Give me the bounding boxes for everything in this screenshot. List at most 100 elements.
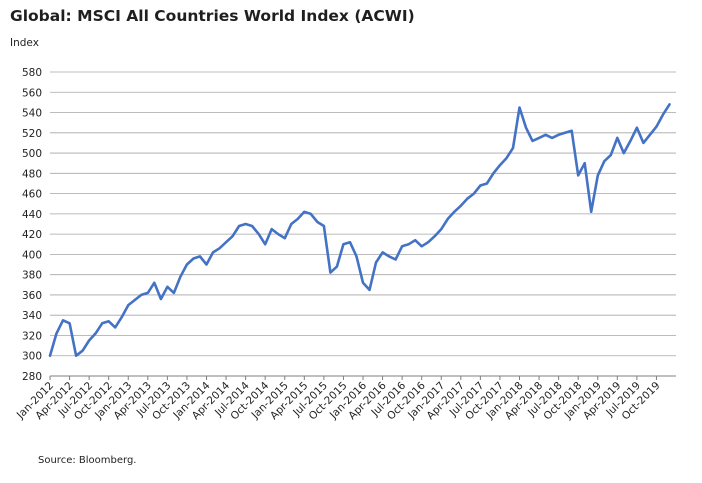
data-point (596, 174, 599, 177)
y-axis-label: Index (10, 37, 39, 49)
data-point (231, 235, 234, 238)
data-point (186, 263, 188, 266)
data-point (557, 133, 560, 136)
y-tick-label: 580 (22, 67, 42, 79)
data-point (583, 162, 586, 165)
y-tick-label: 400 (22, 249, 42, 261)
data-point (525, 126, 527, 129)
data-point (49, 354, 51, 357)
data-point (192, 257, 195, 260)
data-point (218, 247, 221, 250)
data-point (609, 154, 612, 156)
y-tick: 540 (22, 108, 42, 120)
y-tick-label: 460 (22, 189, 42, 201)
data-point (499, 164, 501, 167)
data-point (668, 103, 671, 106)
data-point (453, 210, 456, 213)
data-point (531, 140, 534, 142)
data-point (88, 339, 91, 342)
data-point (388, 255, 390, 258)
data-point (577, 174, 580, 177)
data-point (140, 294, 143, 296)
data-point (375, 261, 377, 264)
y-tick-label: 320 (22, 330, 42, 342)
y-tick-label: 420 (22, 229, 42, 241)
y-tick-label: 440 (22, 209, 42, 221)
data-point (505, 157, 508, 160)
y-tick: 360 (22, 290, 42, 302)
data-point (564, 131, 567, 134)
data-point (107, 320, 110, 323)
data-point (551, 136, 554, 139)
y-tick-label: 540 (22, 108, 42, 120)
y-tick: 520 (22, 128, 42, 140)
data-point (283, 237, 286, 240)
source-note: Source: Bloomberg. (38, 455, 137, 466)
data-point (244, 223, 247, 225)
data-point (427, 241, 430, 244)
data-point (329, 271, 332, 274)
data-point (635, 126, 638, 129)
data-point (570, 129, 573, 132)
data-point (264, 243, 267, 246)
y-tick: 280 (22, 371, 42, 383)
data-point (479, 184, 482, 187)
y-tick: 400 (22, 249, 42, 261)
y-tick: 580 (22, 67, 42, 79)
data-point (401, 245, 404, 248)
data-point (544, 133, 547, 136)
data-point (355, 255, 358, 258)
y-tick: 460 (22, 189, 42, 201)
y-tick-label: 380 (22, 270, 42, 282)
data-point (322, 225, 325, 227)
data-point (133, 299, 136, 301)
data-point (277, 233, 280, 236)
data-point (290, 223, 293, 225)
data-point (251, 225, 254, 227)
y-tick-label: 360 (22, 290, 42, 302)
data-point (394, 258, 397, 261)
data-point (590, 210, 593, 213)
data-point (655, 125, 658, 128)
data-point (466, 197, 469, 200)
y-tick: 560 (22, 87, 42, 99)
data-point (166, 285, 169, 288)
y-tick: 300 (22, 351, 42, 363)
data-point (381, 251, 384, 254)
y-tick: 500 (22, 148, 42, 160)
y-tick-label: 520 (22, 128, 42, 140)
data-point (662, 113, 664, 116)
data-point (512, 147, 514, 149)
data-point (316, 221, 319, 223)
y-tick-label: 480 (22, 168, 42, 180)
y-tick-label: 280 (22, 371, 42, 383)
data-point (368, 288, 371, 291)
data-point (518, 106, 521, 109)
data-point (349, 241, 351, 244)
data-point (172, 292, 175, 294)
data-point (55, 332, 58, 335)
data-point (238, 225, 241, 227)
data-point (257, 233, 260, 236)
y-tick: 420 (22, 229, 42, 241)
data-point (68, 322, 71, 325)
data-point (120, 316, 123, 319)
data-point (303, 210, 306, 213)
data-point (153, 281, 156, 284)
data-point (270, 228, 273, 230)
data-point (616, 136, 619, 139)
y-tick: 320 (22, 330, 42, 342)
data-point (492, 172, 495, 175)
data-point (629, 140, 632, 142)
data-point (179, 275, 182, 278)
data-point (62, 319, 64, 322)
chart-title: Global: MSCI All Countries World Index (… (10, 7, 415, 25)
y-tick-label: 300 (22, 351, 42, 363)
data-point (407, 243, 410, 246)
y-tick-label: 560 (22, 87, 42, 99)
data-point (94, 332, 97, 335)
data-point (362, 281, 364, 284)
y-tick: 480 (22, 168, 42, 180)
data-point (212, 251, 214, 254)
